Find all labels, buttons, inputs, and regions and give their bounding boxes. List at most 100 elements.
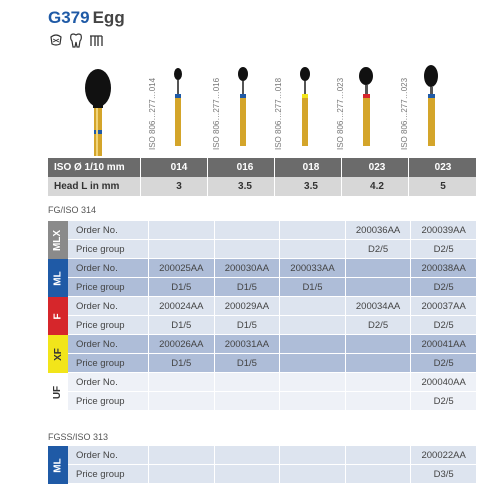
price-cell: D2/5 [410, 240, 476, 258]
price-cell: D1/5 [148, 278, 214, 296]
iso-value: 016 [236, 162, 254, 173]
price-row: Price group D2/5 D2/5 [48, 240, 476, 259]
price-label: Price group [76, 469, 125, 480]
order-row: Order No. 200026AA 200031AA 200041AA [48, 335, 476, 354]
grade-tag-ml: ML [48, 259, 68, 297]
iso-diameter-label: ISO Ø 1/10 mm [54, 162, 125, 173]
iso-value: 018 [302, 162, 320, 173]
order-cell [213, 373, 280, 391]
head-length-label: Head L in mm [54, 181, 120, 192]
grade-group-mlx: MLX Order No. 200036AA 200039AA Price gr… [48, 221, 476, 259]
grade-tag-ml: ML [48, 446, 68, 484]
head-length-value: 4.2 [370, 181, 384, 192]
price-cell [279, 465, 345, 483]
price-cell [148, 240, 214, 258]
order-label: Order No. [76, 301, 118, 312]
order-cell [279, 446, 345, 464]
order-label: Order No. [76, 263, 118, 274]
head-length-value: 3.5 [304, 181, 318, 192]
price-row: Price group D3/5 [48, 465, 476, 484]
page-title: G379 Egg [48, 8, 125, 28]
order-cell: 200029AA [213, 297, 280, 315]
head-length-value: 5 [440, 181, 446, 192]
price-cell: D1/5 [148, 316, 214, 334]
iso-label-4: ISO 806…277…023 [336, 77, 345, 150]
tooth-crown-icon [48, 32, 64, 48]
head-length-value: 3.5 [238, 181, 252, 192]
order-cell: 200024AA [148, 297, 214, 315]
iso-diameter-row: ISO Ø 1/10 mm 014 016 018 023 023 [48, 158, 476, 177]
price-cell: D2/5 [410, 354, 476, 372]
order-cell: 200030AA [213, 259, 280, 277]
iso-value: 023 [434, 162, 452, 173]
order-cell: 200031AA [213, 335, 280, 353]
price-cell [279, 316, 345, 334]
small-bur-023b-icon [424, 65, 438, 146]
order-cell [148, 221, 214, 239]
price-cell: D2/5 [344, 240, 411, 258]
product-illustration [85, 65, 438, 156]
price-row: Price group D1/5 D1/5 D2/5 [48, 354, 476, 373]
price-label: Price group [76, 358, 125, 369]
price-cell: D1/5 [213, 278, 280, 296]
small-bur-014-icon [174, 68, 182, 146]
order-cell [344, 373, 411, 391]
grade-tag-xf: XF [48, 335, 68, 373]
order-label: Order No. [76, 225, 118, 236]
order-cell [148, 446, 214, 464]
order-cell: 200022AA [410, 446, 476, 464]
price-cell: D2/5 [344, 316, 411, 334]
price-label: Price group [76, 320, 125, 331]
order-cell: 200025AA [148, 259, 214, 277]
price-cell [279, 392, 345, 410]
grade-group-uf: UF Order No. 200040AA Price group D2/5 [48, 373, 476, 411]
head-length-row: Head L in mm 3 3.5 3.5 4.2 5 [48, 177, 476, 196]
order-row: Order No. 200040AA [48, 373, 476, 392]
price-cell: D1/5 [213, 354, 280, 372]
price-cell [213, 465, 280, 483]
head-length-value: 3 [176, 181, 182, 192]
grade-tag-uf: UF [48, 373, 68, 411]
price-label: Price group [76, 282, 125, 293]
price-cell [344, 392, 411, 410]
section-title-fgss-iso-313: FGSS/ISO 313 [48, 432, 109, 442]
order-cell: 200041AA [410, 335, 476, 353]
order-cell: 200034AA [344, 297, 411, 315]
price-label: Price group [76, 244, 125, 255]
order-cell: 200036AA [344, 221, 411, 239]
price-cell [148, 465, 214, 483]
order-row: Order No. 200025AA 200030AA 200033AA 200… [48, 259, 476, 278]
grade-group-xf: XF Order No. 200026AA 200031AA 200041AA … [48, 335, 476, 373]
order-label: Order No. [76, 450, 118, 461]
usage-icons [48, 32, 104, 50]
order-cell [213, 221, 280, 239]
order-cell: 200038AA [410, 259, 476, 277]
section-title-fg-iso-314: FG/ISO 314 [48, 205, 97, 215]
iso-label-5: ISO 806…277…023 [400, 77, 409, 150]
price-cell: D2/5 [410, 316, 476, 334]
grade-group-f: F Order No. 200024AA 200029AA 200034AA 2… [48, 297, 476, 335]
order-cell [279, 297, 345, 315]
price-cell [279, 354, 345, 372]
order-cell [344, 446, 411, 464]
order-table-fg-iso-314: MLX Order No. 200036AA 200039AA Price gr… [48, 221, 476, 411]
small-bur-023-icon [359, 67, 373, 146]
tooth-bridge-icon [88, 32, 104, 48]
order-row: Order No. 200024AA 200029AA 200034AA 200… [48, 297, 476, 316]
order-cell: 200039AA [410, 221, 476, 239]
order-row: Order No. 200036AA 200039AA [48, 221, 476, 240]
order-cell: 200026AA [148, 335, 214, 353]
price-row: Price group D1/5 D1/5 D1/5 D2/5 [48, 278, 476, 297]
price-cell: D1/5 [213, 316, 280, 334]
price-cell: D1/5 [279, 278, 345, 296]
price-label: Price group [76, 396, 125, 407]
order-cell [279, 221, 345, 239]
iso-value: 014 [170, 162, 188, 173]
order-label: Order No. [76, 377, 118, 388]
order-cell: 200040AA [410, 373, 476, 391]
price-cell: D3/5 [410, 465, 476, 483]
small-bur-018-icon [300, 67, 310, 146]
order-cell [279, 335, 345, 353]
product-code: G379 [48, 8, 90, 27]
price-cell [213, 240, 280, 258]
